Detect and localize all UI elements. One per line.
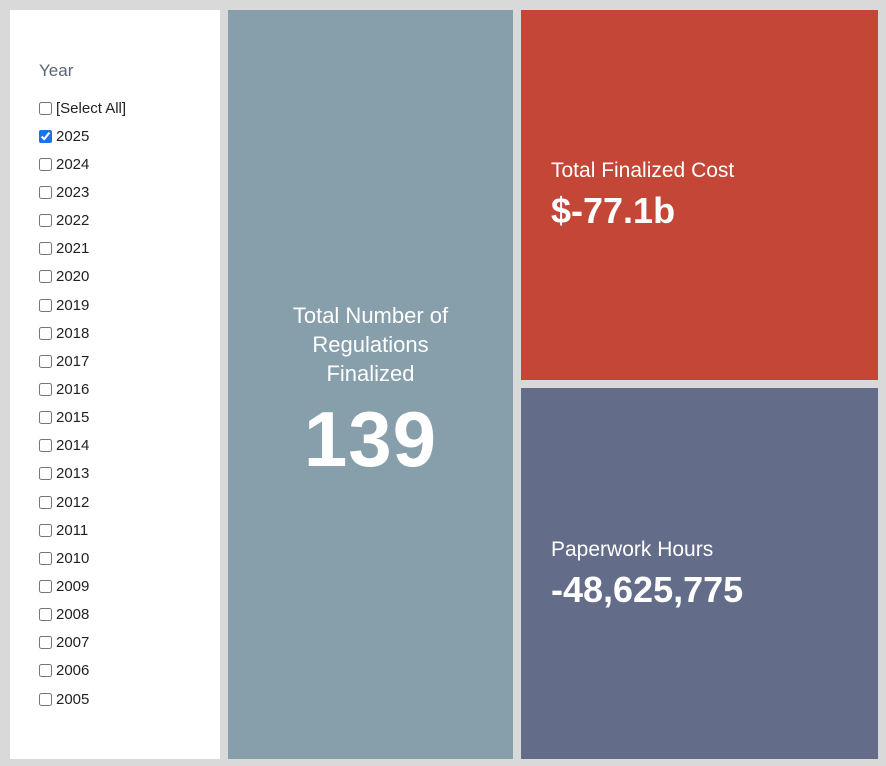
year-option[interactable]: 2012 — [39, 488, 126, 516]
year-option-label: 2021 — [56, 240, 90, 258]
year-option[interactable]: 2016 — [39, 375, 126, 403]
regulations-count-label: Total Number of Regulations Finalized — [292, 303, 449, 386]
finalized-cost-tile: Total Finalized Cost $-77.1b — [521, 10, 878, 380]
year-option-label: 2022 — [56, 212, 90, 230]
year-option-label: 2025 — [56, 127, 90, 145]
year-checkbox[interactable] — [39, 326, 52, 340]
year-checkbox[interactable] — [39, 692, 52, 706]
year-checkbox[interactable] — [39, 382, 52, 396]
year-option-label: 2024 — [56, 155, 90, 173]
year-option-label: 2019 — [56, 296, 90, 314]
year-checkbox[interactable] — [39, 467, 52, 481]
year-option-label: 2016 — [56, 380, 90, 398]
year-option[interactable]: 2006 — [39, 657, 126, 685]
year-checkbox[interactable] — [39, 523, 52, 537]
year-checkbox[interactable] — [39, 664, 52, 678]
paperwork-hours-value: -48,625,775 — [551, 569, 744, 610]
year-checkbox[interactable] — [39, 411, 52, 425]
year-option[interactable]: 2024 — [39, 150, 126, 178]
year-option[interactable]: 2020 — [39, 263, 126, 291]
year-checkbox[interactable] — [39, 439, 52, 453]
year-option[interactable]: 2007 — [39, 629, 126, 657]
regulations-count-value: 139 — [303, 395, 438, 483]
year-checkbox[interactable] — [39, 608, 52, 622]
finalized-cost-label: Total Finalized Cost — [551, 159, 735, 182]
year-checkbox[interactable] — [39, 214, 52, 228]
year-option[interactable]: 2010 — [39, 544, 126, 572]
year-option-label: 2018 — [56, 324, 90, 342]
year-option[interactable]: 2014 — [39, 432, 126, 460]
year-checkbox[interactable] — [39, 185, 52, 199]
year-option[interactable]: 2023 — [39, 178, 126, 206]
year-option[interactable]: 2018 — [39, 319, 126, 347]
year-option-label: 2014 — [56, 437, 90, 455]
year-checkbox[interactable] — [39, 242, 52, 256]
year-checkbox[interactable] — [39, 551, 52, 565]
select-all-option[interactable]: [Select All] — [39, 94, 126, 122]
year-option-label: 2008 — [56, 606, 90, 624]
year-option[interactable]: 2025 — [39, 122, 126, 150]
year-option[interactable]: 2017 — [39, 347, 126, 375]
year-option[interactable]: 2015 — [39, 404, 126, 432]
year-checkbox[interactable] — [39, 129, 52, 143]
year-option-label: 2012 — [56, 493, 90, 511]
paperwork-hours-label: Paperwork Hours — [551, 538, 714, 561]
year-checkbox[interactable] — [39, 579, 52, 593]
year-option-label: 2020 — [56, 268, 90, 286]
regulations-count-tile: Total Number of Regulations Finalized 13… — [228, 10, 513, 759]
year-checkbox[interactable] — [39, 495, 52, 509]
year-option[interactable]: 2013 — [39, 460, 126, 488]
year-option-label: 2009 — [56, 577, 90, 595]
filter-title: Year — [39, 61, 74, 80]
year-option-label: 2011 — [56, 521, 89, 539]
year-option-label: 2010 — [56, 549, 90, 567]
year-checkbox[interactable] — [39, 636, 52, 650]
year-option-label: 2017 — [56, 352, 90, 370]
year-checkbox[interactable] — [39, 270, 52, 284]
year-filter-panel: Year [Select All] 2025 2024 2023 2022 2021 202… — [10, 10, 220, 759]
year-option-label: 2013 — [56, 465, 90, 483]
year-checkbox[interactable] — [39, 298, 52, 312]
year-option-label: 2006 — [56, 662, 90, 680]
year-option-label: 2015 — [56, 409, 90, 427]
select-all-checkbox[interactable] — [39, 101, 52, 115]
year-option[interactable]: 2008 — [39, 601, 126, 629]
paperwork-hours-tile: Paperwork Hours -48,625,775 — [521, 388, 878, 759]
year-option[interactable]: 2011 — [39, 516, 126, 544]
year-checkbox[interactable] — [39, 157, 52, 171]
year-option[interactable]: 2021 — [39, 235, 126, 263]
year-checkbox-list: [Select All] 2025 2024 2023 2022 2021 2020 2019… — [39, 94, 126, 713]
year-option[interactable]: 2022 — [39, 207, 126, 235]
finalized-cost-value: $-77.1b — [551, 190, 676, 231]
year-option-label: 2023 — [56, 183, 90, 201]
year-option[interactable]: 2009 — [39, 572, 126, 600]
year-checkbox[interactable] — [39, 354, 52, 368]
year-option-label: 2007 — [56, 634, 90, 652]
year-option-label: [Select All] — [56, 99, 127, 117]
year-option[interactable]: 2005 — [39, 685, 126, 713]
year-option[interactable]: 2019 — [39, 291, 126, 319]
year-option-label: 2005 — [56, 690, 90, 708]
